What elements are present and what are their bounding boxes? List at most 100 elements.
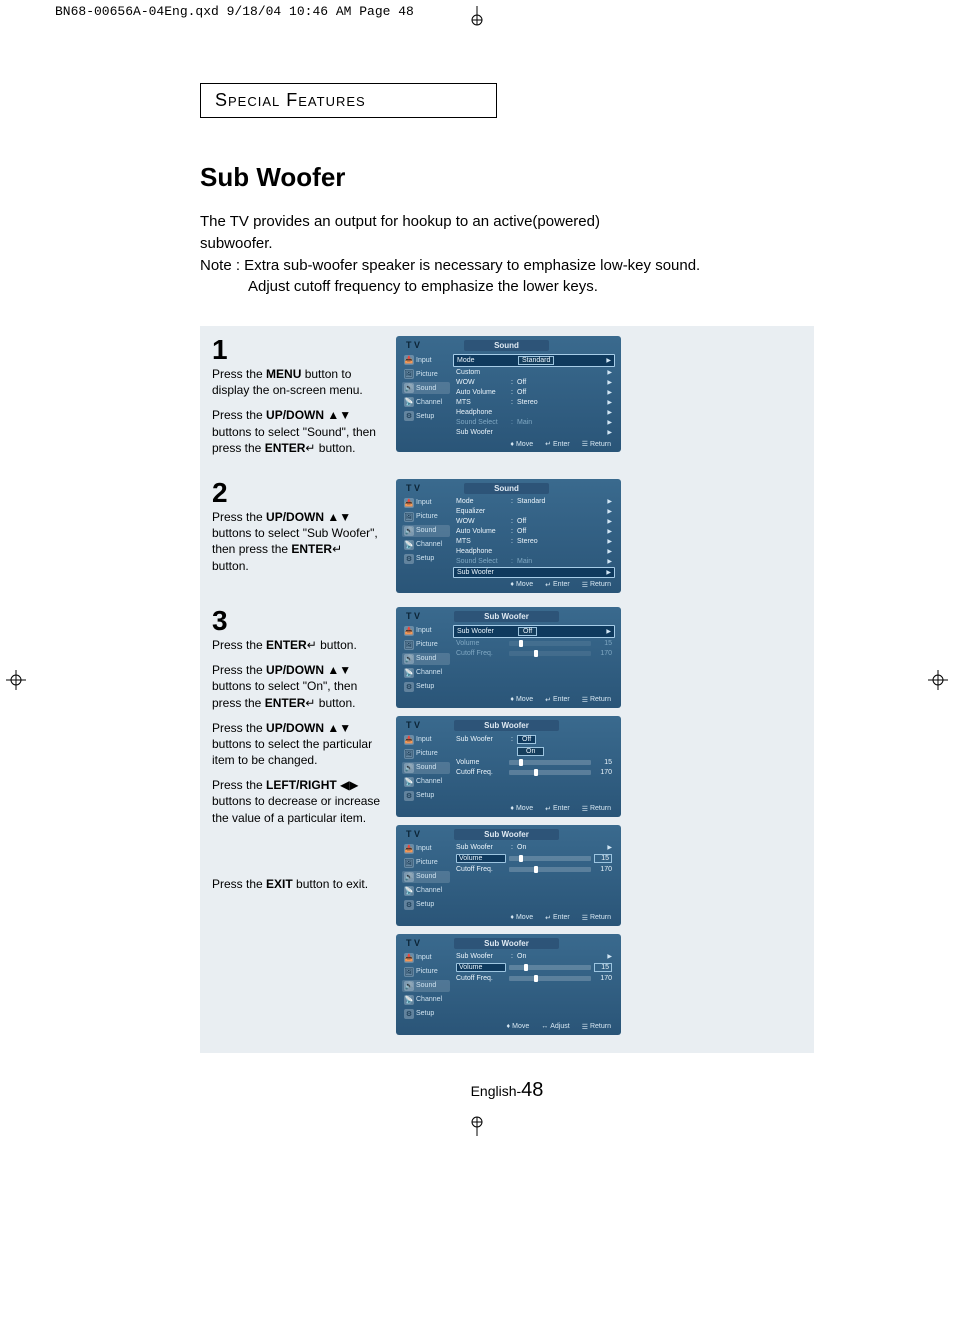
row-arrow-icon: ▶ xyxy=(603,628,611,635)
slider-knob xyxy=(534,650,538,657)
sidebar-label: Input xyxy=(416,845,432,852)
footer-lang: English- xyxy=(471,1083,522,1099)
row-label: Mode xyxy=(456,498,511,505)
move-icon: ♦ xyxy=(510,805,514,812)
s1p2e: button. xyxy=(315,441,355,455)
sidebar-label: Picture xyxy=(416,750,438,757)
sidebar-item-input: 📥Input xyxy=(402,734,450,746)
s3p1c: button. xyxy=(317,638,357,652)
sidebar-icon: 📡 xyxy=(404,886,414,896)
page-title: Sub Woofer xyxy=(200,162,814,193)
move-icon: ♦ xyxy=(510,441,514,448)
sidebar-icon: ⚙ xyxy=(404,1009,414,1019)
sidebar-item-input: 📥Input xyxy=(402,952,450,964)
sidebar-icon: 📥 xyxy=(404,953,414,963)
row-arrow-icon: ▶ xyxy=(604,369,612,376)
row-arrow-icon: ▶ xyxy=(604,508,612,515)
tv-body: 📥Input🖼Picture🔊Sound📡Channel⚙Setup Mode … xyxy=(402,354,615,437)
step-2-number: 2 xyxy=(212,479,382,507)
tv-sidebar: 📥Input🖼Picture🔊Sound📡Channel⚙Setup xyxy=(402,625,450,693)
slider-label: Cutoff Freq. xyxy=(456,975,506,982)
enter-icon: ↵ xyxy=(305,441,315,455)
row-arrow-icon: ▶ xyxy=(604,419,612,426)
row-arrow-icon: ▶ xyxy=(604,844,612,851)
intro-text: The TV provides an output for hookup to … xyxy=(200,211,814,298)
sidebar-label: Input xyxy=(416,627,432,634)
slider-value: 170 xyxy=(594,769,612,776)
row-arrow-icon: ▶ xyxy=(603,357,611,364)
row-label: WOW xyxy=(456,379,511,386)
slider-value: 170 xyxy=(594,975,612,982)
tv-main: Sub Woofer Off ▶ Volume 15 Cutoff Freq. … xyxy=(453,625,615,693)
sidebar-label: Sound xyxy=(416,764,436,771)
s3p5a: Press the xyxy=(212,877,266,891)
footer-return: ☰Return xyxy=(582,440,611,448)
row-label: Auto Volume xyxy=(456,528,511,535)
enter-icon: ↵ xyxy=(305,696,315,710)
s3p2a: Press the xyxy=(212,663,266,677)
sidebar-item-picture: 🖼Picture xyxy=(402,966,450,978)
slider-bar xyxy=(509,867,591,872)
row-label: Headphone xyxy=(456,409,511,416)
row-arrow-icon: ▶ xyxy=(604,528,612,535)
footer-enter: ↵Enter xyxy=(545,805,570,813)
tv-header: T V Sub Woofer xyxy=(402,720,615,734)
s1p1a: Press the xyxy=(212,367,266,381)
s3p4b: LEFT/RIGHT xyxy=(266,778,337,792)
leftright-icon: ◀▶ xyxy=(337,778,359,792)
sidebar-label: Setup xyxy=(416,901,434,908)
tv-header: T V Sub Woofer xyxy=(402,938,615,952)
footer-page-number: 48 xyxy=(521,1079,543,1101)
tv-body: 📥Input🖼Picture🔊Sound📡Channel⚙Setup Sub W… xyxy=(402,952,615,1020)
intro-note2: Adjust cutoff frequency to emphasize the… xyxy=(200,276,814,298)
sidebar-label: Channel xyxy=(416,887,442,894)
tv-screen-3d: T V Sub Woofer 📥Input🖼Picture🔊Sound📡Chan… xyxy=(396,934,621,1035)
updown-icon: ▲▼ xyxy=(324,663,351,677)
s3p5c: button to exit. xyxy=(293,877,368,891)
s3p3b: UP/DOWN xyxy=(266,721,324,735)
return-icon: ☰ xyxy=(582,581,588,589)
s3p1a: Press the xyxy=(212,638,266,652)
s2p1a: Press the xyxy=(212,510,266,524)
sidebar-item-setup: ⚙Setup xyxy=(402,681,450,693)
menu-row: Sub Woofer : Off xyxy=(453,734,615,745)
return-icon: ☰ xyxy=(582,805,588,813)
tv-main: Mode : Standard ▶ Equalizer ▶ WOW : Off … xyxy=(453,497,615,578)
sidebar-icon: 🖼 xyxy=(404,858,414,868)
menu-row: WOW : Off ▶ xyxy=(453,378,615,387)
sidebar-item-channel: 📡Channel xyxy=(402,776,450,788)
sidebar-label: Input xyxy=(416,357,432,364)
slider-knob xyxy=(519,759,523,766)
tv-footer: ♦Move ↵Enter ☰Return xyxy=(402,693,615,704)
sidebar-label: Input xyxy=(416,499,432,506)
sidebar-item-channel: 📡Channel xyxy=(402,396,450,408)
slider-knob xyxy=(534,866,538,873)
enter-icon: ↵ xyxy=(332,542,342,556)
row-value: Off xyxy=(518,627,603,636)
slider-row: Volume 15 xyxy=(453,639,615,648)
slider-row: Cutoff Freq. 170 xyxy=(453,768,615,777)
footer-move: ♦Move xyxy=(510,581,533,589)
move-icon: ♦ xyxy=(510,914,514,921)
sidebar-label: Sound xyxy=(416,655,436,662)
row-value: On xyxy=(517,844,604,851)
footer-move: ♦Move xyxy=(507,1023,530,1031)
s3p2e: button. xyxy=(315,696,355,710)
row-label: Sub Woofer xyxy=(456,429,511,436)
sidebar-icon: 📥 xyxy=(404,735,414,745)
page-footer: English-48 xyxy=(200,1079,814,1102)
tv-logo: T V xyxy=(406,829,420,840)
step-1-number: 1 xyxy=(212,336,382,364)
tv-header: T V Sub Woofer xyxy=(402,829,615,843)
row-arrow-icon: ▶ xyxy=(604,429,612,436)
sidebar-icon: 📥 xyxy=(404,355,414,365)
s1p2b: UP/DOWN xyxy=(266,408,324,422)
intro-note1: Note : Extra sub-woofer speaker is neces… xyxy=(200,255,814,277)
s1p1b: MENU xyxy=(266,367,301,381)
s3p3c: buttons to select the particular item to… xyxy=(212,737,372,767)
row-label: Custom xyxy=(456,369,511,376)
row-label: Sub Woofer xyxy=(456,953,511,960)
sidebar-icon: 🔊 xyxy=(404,526,414,536)
tv-title: Sub Woofer xyxy=(454,829,559,840)
tv-header: T V Sub Woofer xyxy=(402,611,615,625)
